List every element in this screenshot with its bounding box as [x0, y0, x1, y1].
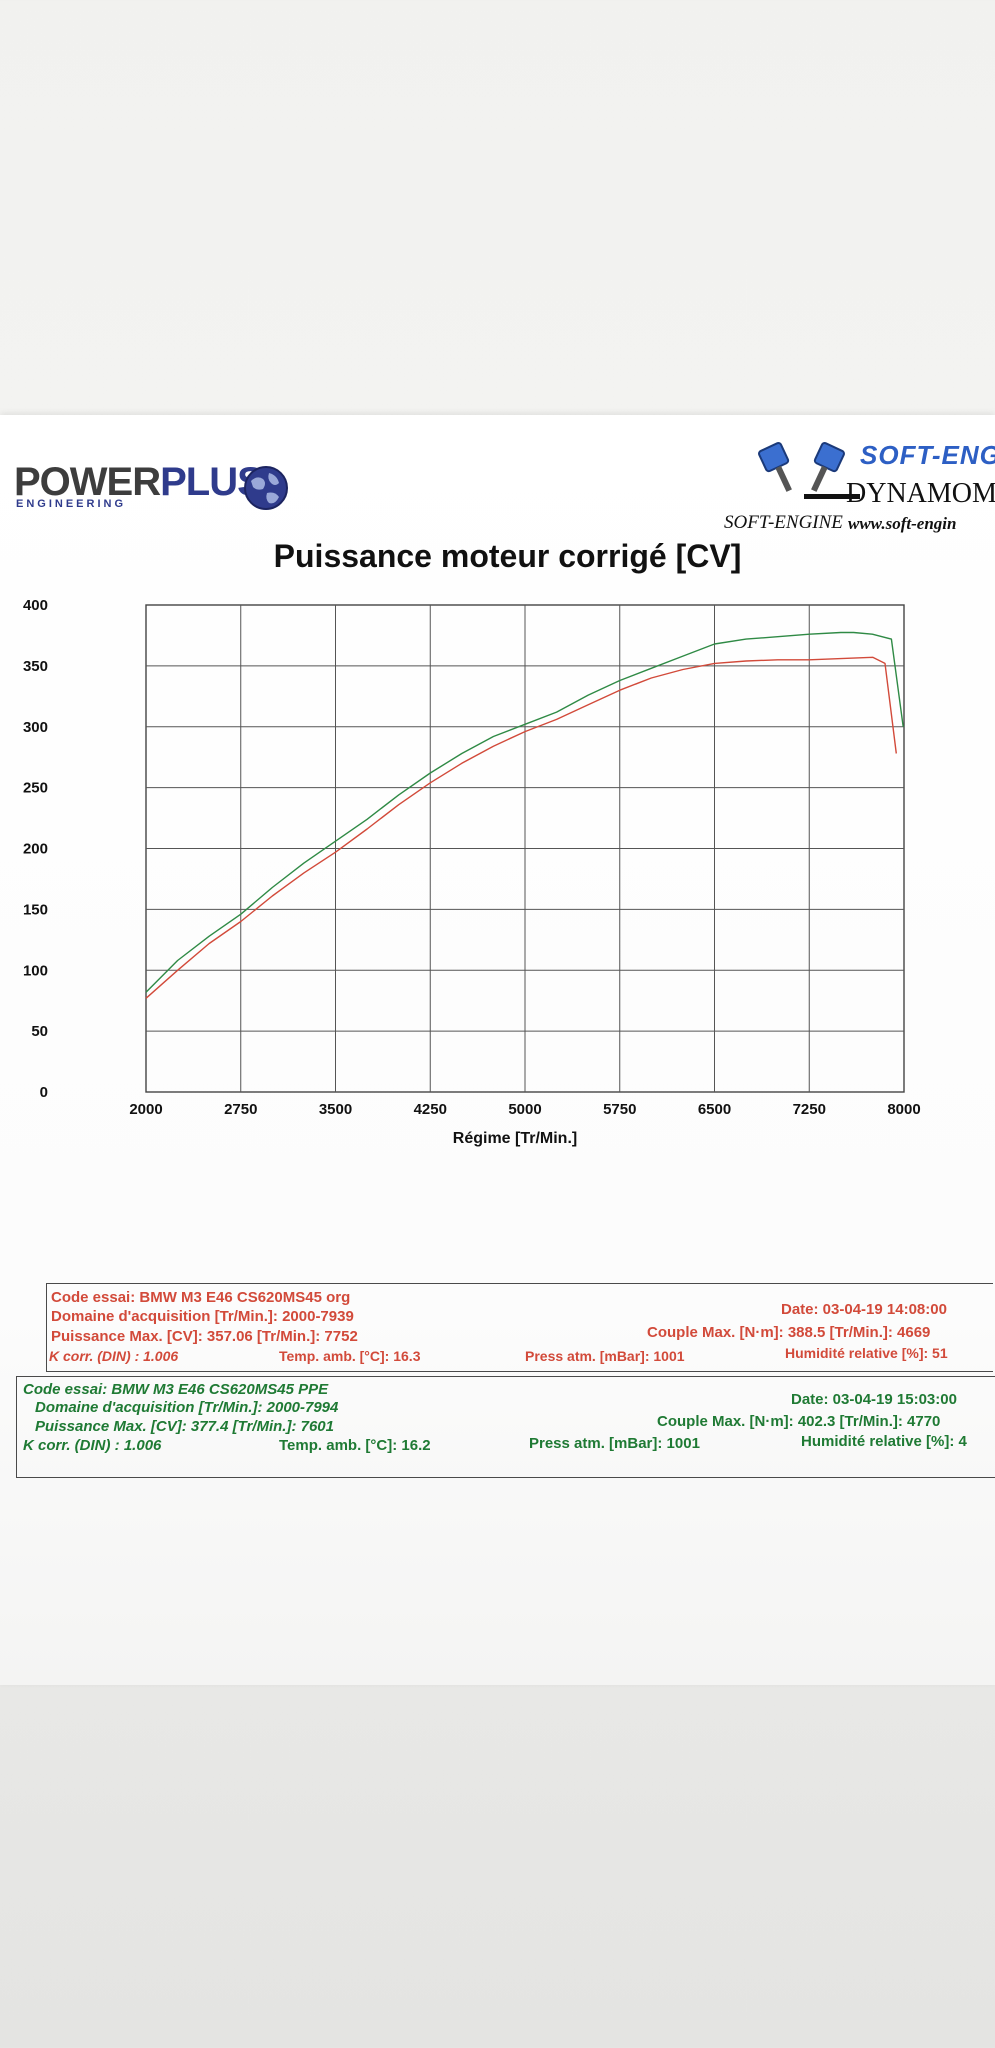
x-tick-label: 5000: [508, 1101, 541, 1118]
y-tick-label: 250: [23, 780, 48, 797]
x-tick-label: 3500: [319, 1101, 352, 1118]
x-axis-label: Régime [Tr/Min.]: [453, 1130, 577, 1147]
run-ppe-press: Press atm. [mBar]: 1001: [529, 1435, 700, 1452]
run-ppe-couple: Couple Max. [N·m]: 402.3 [Tr/Min.]: 4770: [657, 1413, 941, 1430]
y-tick-label: 300: [23, 719, 48, 736]
x-tick-label: 7250: [793, 1101, 826, 1118]
dynamometre-text: DYNAMOME: [846, 478, 995, 509]
y-tick-label: 0: [40, 1084, 48, 1101]
x-tick-label: 4250: [414, 1101, 447, 1118]
soft-engine-logo: SOFT-ENG DYNAMOME SOFT-ENGINE www.soft-e…: [722, 438, 995, 538]
power-chart: 2000 2750 3500 4250 5000 5750 6500 7250 8000 0 50 1…: [23, 597, 921, 1147]
run-org-couple: Couple Max. [N·m]: 388.5 [Tr/Min.]: 4669: [647, 1324, 931, 1341]
run-org-puissance: Puissance Max. [CV]: 357.06 [Tr/Min.]: 7…: [51, 1328, 358, 1345]
y-tick-label: 400: [23, 597, 48, 614]
chart-grid: [145, 604, 905, 1093]
globe-icon: [244, 466, 288, 510]
x-tick-label: 5750: [603, 1101, 636, 1118]
pistons-v-icon: [758, 442, 860, 499]
x-tick-label: 2750: [224, 1101, 257, 1118]
soft-engine-url: www.soft-engin: [848, 514, 957, 533]
run-ppe-temp: Temp. amb. [°C]: 16.2: [279, 1437, 431, 1454]
soft-engine-wordmark: SOFT-ENG: [860, 440, 995, 470]
y-tick-label: 200: [23, 841, 48, 858]
run-org-code: Code essai: BMW M3 E46 CS620MS45 org: [51, 1289, 351, 1306]
y-tick-label: 100: [23, 962, 48, 979]
soft-engine-brand: SOFT-ENGINE: [724, 512, 843, 533]
run-org-temp: Temp. amb. [°C]: 16.3: [279, 1348, 421, 1364]
chart-title: Puissance moteur corrigé [CV]: [273, 538, 742, 574]
run-org-press: Press atm. [mBar]: 1001: [525, 1348, 685, 1364]
run-ppe-puissance: Puissance Max. [CV]: 377.4 [Tr/Min.]: 76…: [35, 1418, 334, 1435]
run-ppe-humidite: Humidité relative [%]: 4: [801, 1433, 967, 1450]
run-ppe-code: Code essai: BMW M3 E46 CS620MS45 PPE: [23, 1381, 329, 1398]
chart-ticks: 2000 2750 3500 4250 5000 5750 6500 7250 8000 0 50 1…: [23, 597, 921, 1118]
x-tick-label: 8000: [887, 1101, 920, 1118]
run-org-domaine: Domaine d'acquisition [Tr/Min.]: 2000-79…: [51, 1308, 354, 1325]
x-tick-label: 6500: [698, 1101, 731, 1118]
run-org-humidite: Humidité relative [%]: 51: [785, 1345, 948, 1361]
run-org-kcorr: K corr. (DIN) : 1.006: [49, 1348, 179, 1364]
y-tick-label: 150: [23, 901, 48, 918]
run-info-ppe: Code essai: BMW M3 E46 CS620MS45 PPE Dom…: [16, 1376, 995, 1478]
logo-word-power: POWER: [14, 460, 161, 504]
series-line-ppe: [145, 631, 904, 993]
chart-series: [145, 631, 904, 999]
x-tick-label: 2000: [129, 1101, 162, 1118]
run-org-date: Date: 03-04-19 14:08:00: [781, 1301, 947, 1318]
run-info-org: Code essai: BMW M3 E46 CS620MS45 org Dom…: [46, 1283, 993, 1372]
dyno-printout-sheet: [0, 415, 995, 1685]
y-tick-label: 50: [31, 1023, 48, 1040]
series-line-org: [145, 656, 897, 999]
y-tick-label: 350: [23, 658, 48, 675]
run-ppe-kcorr: K corr. (DIN) : 1.006: [23, 1437, 162, 1454]
logo-subtitle: ENGINEERING: [16, 498, 127, 510]
run-ppe-domaine: Domaine d'acquisition [Tr/Min.]: 2000-79…: [35, 1399, 339, 1416]
run-ppe-date: Date: 03-04-19 15:03:00: [791, 1391, 957, 1408]
